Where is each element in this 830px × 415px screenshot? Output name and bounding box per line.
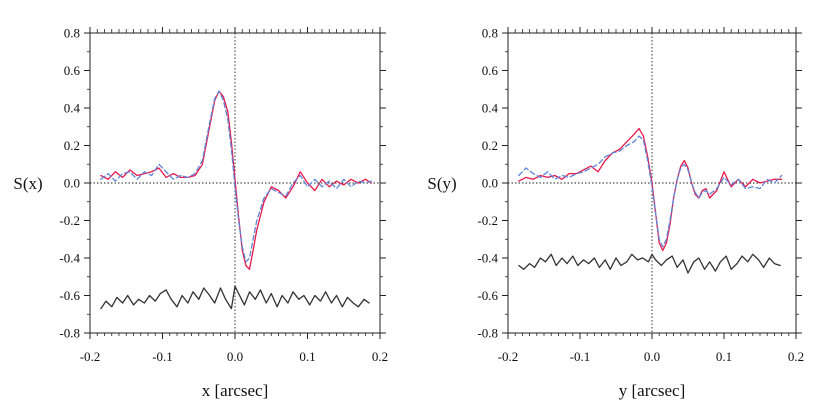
left-x-tick-label: 0.2	[372, 349, 388, 364]
right-x-axis-title: y [arcsec]	[619, 381, 686, 400]
right-y-axis-title: S(y)	[427, 174, 456, 193]
left-x-tick-label: 0.0	[227, 349, 243, 364]
left-y-tick-label: 0.4	[64, 101, 81, 116]
left-y-tick-label: 0.8	[64, 26, 80, 41]
right-y-tick-label: 0.6	[482, 63, 499, 78]
right-series-red-line	[518, 127, 783, 252]
right-series-black-line	[518, 253, 781, 274]
right-x-tick-label: -0.2	[498, 349, 519, 364]
left-y-tick-label: -0.4	[59, 251, 80, 266]
left-y-axis-title: S(x)	[13, 174, 42, 193]
right-x-tick-label: 0.1	[716, 349, 732, 364]
right-series-blue-dashed-line	[518, 135, 783, 248]
chart-panel-left: -0.2 -0.1 0.0 0.1 0.2 -0.8 -0.6 -0.4 -0.2 0.0 0.2 0…	[13, 26, 388, 401]
right-y-tick-label: 0.0	[482, 176, 498, 191]
left-y-tick-label: 0.2	[64, 138, 80, 153]
chart-panel-right: -0.2 -0.1 0.0 0.1 0.2 -0.8 -0.6 -0.4 -0.2 0.0 0.2 0…	[427, 26, 804, 401]
right-y-tick-label: -0.2	[477, 213, 498, 228]
left-y-tick-label: 0.6	[64, 63, 81, 78]
left-y-tick-label: -0.6	[59, 288, 80, 303]
right-x-tick-label: 0.0	[644, 349, 660, 364]
right-y-tick-label: 0.8	[482, 26, 498, 41]
left-y-tick-label: -0.8	[59, 326, 80, 341]
left-series-red-line	[100, 90, 372, 270]
right-x-tick-label: 0.2	[788, 349, 804, 364]
left-series-blue-dashed-line	[100, 90, 372, 263]
right-y-tick-label: -0.6	[477, 288, 498, 303]
left-y-tick-label: -0.2	[59, 213, 80, 228]
right-x-tick-label: -0.1	[570, 349, 591, 364]
left-series-black-line	[100, 285, 370, 310]
right-y-tick-label: -0.8	[477, 326, 498, 341]
left-x-tick-label: -0.2	[80, 349, 101, 364]
left-y-tick-label: 0.0	[64, 176, 80, 191]
right-y-tick-label: -0.4	[477, 251, 498, 266]
left-x-axis-title: x [arcsec]	[202, 381, 269, 400]
right-y-tick-label: 0.4	[482, 101, 499, 116]
right-y-tick-label: 0.2	[482, 138, 498, 153]
left-x-tick-label: 0.1	[299, 349, 315, 364]
left-x-tick-label: -0.1	[152, 349, 173, 364]
